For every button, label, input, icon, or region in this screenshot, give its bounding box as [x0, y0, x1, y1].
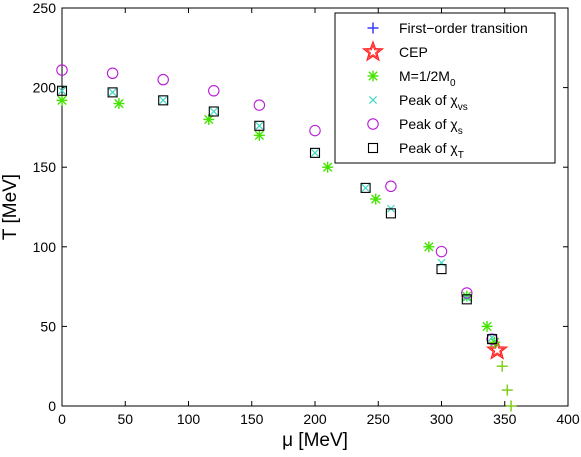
- data-point-square: [436, 264, 447, 275]
- legend-entry-label: CEP: [399, 44, 428, 60]
- data-point-square: [254, 120, 265, 131]
- legend-entry-label: Peak of χT: [399, 140, 464, 161]
- data-points: [56, 64, 517, 412]
- data-point-asterisk: [322, 161, 334, 173]
- data-point-x: [108, 88, 117, 97]
- x-tick-label: 400: [556, 411, 580, 427]
- data-point-x: [361, 183, 370, 192]
- data-point-circle: [157, 73, 169, 86]
- data-point-circle: [461, 287, 473, 299]
- legend-marker-x: [368, 95, 378, 105]
- data-point-square: [385, 208, 396, 219]
- data-point-asterisk: [203, 113, 215, 125]
- data-point-star: [486, 338, 509, 360]
- legend-entry-label: Peak of χs: [399, 116, 463, 137]
- data-point-circle: [486, 333, 498, 345]
- legend-entry-label: First−order transition: [399, 20, 528, 36]
- y-tick-label: 200: [33, 80, 57, 96]
- legend-marker-star: [361, 40, 385, 62]
- data-point-square: [309, 147, 321, 158]
- legend-box: [334, 12, 556, 164]
- data-point-square: [487, 334, 498, 345]
- y-tick-label: 150: [33, 159, 57, 175]
- x-tick-label: 0: [58, 411, 66, 427]
- y-tick-label: 0: [48, 398, 56, 414]
- axes: 0 50 100 150 200 250 300 350 400 0 50 100 150 200 250: [33, 0, 580, 427]
- data-point-circle: [309, 124, 321, 137]
- y-tick-label: 250: [33, 0, 57, 16]
- legend-entry-label: M=1/2M0: [399, 68, 456, 89]
- data-point-square: [360, 182, 371, 193]
- x-tick-label: 50: [117, 411, 133, 427]
- data-point-asterisk: [481, 320, 493, 332]
- legend-entry-label: Peak of χvs: [399, 92, 468, 113]
- y-axis-label: T [MeV]: [0, 174, 21, 240]
- legend: First−order transition CEP M=1/2M0 Peak of …: [334, 12, 556, 164]
- data-point-plus: [501, 384, 513, 396]
- data-point-x: [255, 121, 264, 130]
- data-point-square: [208, 106, 219, 117]
- data-point-x: [209, 107, 218, 116]
- data-point-x: [310, 148, 320, 157]
- data-point-circle: [253, 99, 266, 111]
- legend-marker-circle: [367, 118, 379, 130]
- data-point-circle: [106, 67, 119, 80]
- data-point-x: [57, 86, 67, 95]
- data-point-circle: [435, 245, 448, 258]
- x-tick-label: 150: [240, 411, 264, 427]
- data-point-asterisk: [253, 129, 265, 141]
- x-tick-label: 300: [430, 411, 454, 427]
- legend-marker-plus: [367, 22, 379, 34]
- data-point-asterisk: [423, 241, 435, 253]
- data-point-plus: [505, 400, 517, 412]
- data-point-square: [158, 95, 169, 106]
- data-point-plus: [496, 360, 508, 372]
- legend-marker-square: [367, 142, 379, 154]
- x-tick-label: 200: [303, 411, 327, 427]
- x-axis-label: μ [MeV]: [282, 430, 348, 451]
- data-point-asterisk: [113, 98, 125, 110]
- data-point-circle: [56, 64, 68, 76]
- y-tick-label: 50: [40, 318, 56, 334]
- data-point-circle: [385, 180, 397, 193]
- data-point-square: [56, 85, 68, 96]
- data-point-square: [107, 87, 118, 98]
- data-point-circle: [208, 85, 220, 97]
- x-tick-label: 250: [367, 411, 391, 427]
- legend-marker-asterisk: [367, 70, 379, 82]
- data-point-asterisk: [56, 94, 68, 106]
- data-point-x: [159, 96, 168, 105]
- y-tick-label: 100: [33, 239, 57, 255]
- data-point-asterisk: [370, 193, 382, 205]
- x-tick-label: 350: [493, 411, 517, 427]
- x-tick-label: 100: [177, 411, 201, 427]
- data-point-square: [461, 294, 472, 305]
